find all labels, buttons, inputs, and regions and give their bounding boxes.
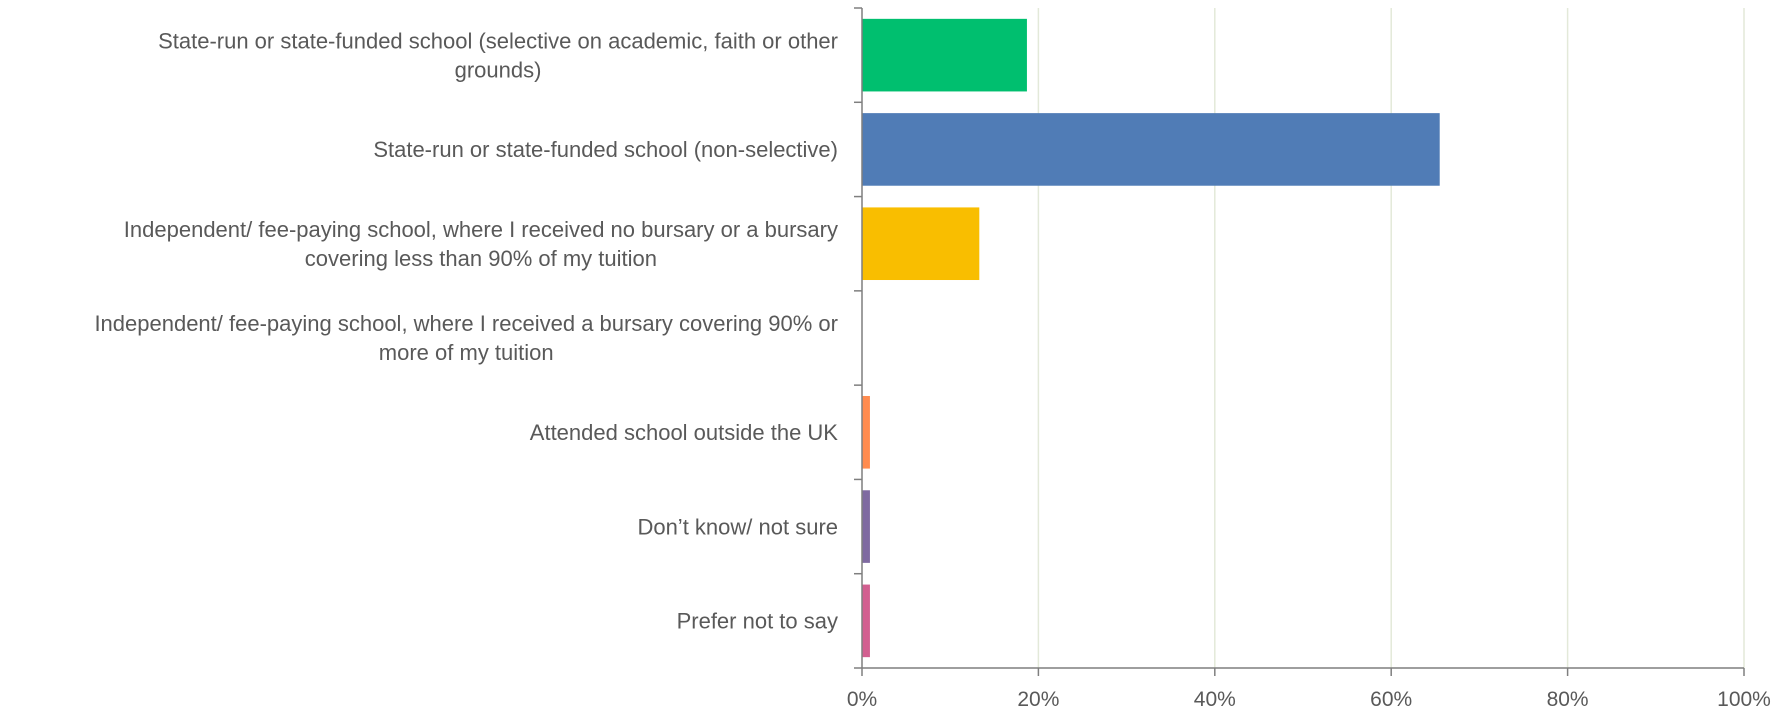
x-tick-label: 0% [847, 688, 877, 711]
bar [862, 490, 870, 563]
bars [862, 18, 1440, 658]
x-tick-label: 20% [1017, 688, 1059, 711]
category-labels: State-run or state-funded school (select… [94, 28, 838, 633]
x-tick-label: 100% [1717, 688, 1771, 711]
bar [862, 113, 1440, 186]
category-label-line: Prefer not to say [677, 609, 838, 634]
x-tick-label: 60% [1370, 688, 1412, 711]
category-label-line: grounds) [455, 57, 542, 82]
category-label: State-run or state-funded school (non-se… [373, 137, 838, 162]
category-label-line: Independent/ fee-paying school, where I … [124, 217, 838, 242]
bar [862, 584, 870, 658]
category-label-line: Independent/ fee-paying school, where I … [94, 311, 838, 336]
category-label: Attended school outside the UK [530, 420, 839, 445]
category-label: Prefer not to say [677, 609, 838, 634]
category-label: Don’t know/ not sure [637, 514, 838, 539]
category-label-line: covering less than 90% of my tuition [305, 246, 657, 271]
category-label: State-run or state-funded school (select… [158, 28, 838, 82]
category-label-line: State-run or state-funded school (non-se… [373, 137, 838, 162]
bar [862, 207, 980, 281]
category-label: Independent/ fee-paying school, where I … [94, 311, 838, 365]
category-label-line: Attended school outside the UK [530, 420, 839, 445]
category-label-line: more of my tuition [379, 340, 554, 365]
gridlines [1037, 8, 1745, 668]
category-label: Independent/ fee-paying school, where I … [124, 217, 838, 271]
category-label-line: State-run or state-funded school (select… [158, 28, 838, 53]
x-tick-label: 80% [1547, 688, 1589, 711]
axes [854, 7, 1745, 676]
bar [862, 395, 870, 469]
x-tick-labels: 0% 20% 40% 60% 80% 100% [847, 688, 1771, 711]
bar [862, 18, 1027, 92]
x-tick-label: 40% [1194, 688, 1236, 711]
category-label-line: Don’t know/ not sure [637, 514, 838, 539]
